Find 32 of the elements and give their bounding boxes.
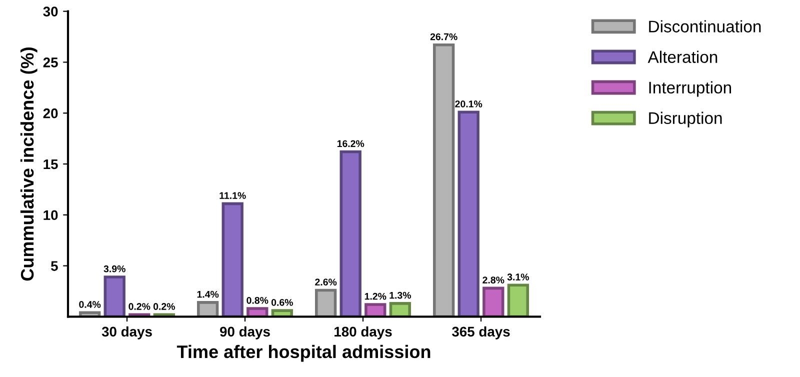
legend-label: Interruption xyxy=(649,81,731,97)
x-tick-label: 90 days xyxy=(220,326,270,340)
legend-label: Alteration xyxy=(648,50,718,63)
data-label: 0.2% xyxy=(153,303,175,310)
y-tick-label: 15 xyxy=(44,159,58,170)
data-label: 2.6% xyxy=(315,278,337,286)
legend-label: Discontinuation xyxy=(649,20,761,32)
x-axis-title: Time after hospital admission xyxy=(176,344,430,362)
y-tick-label: 30 xyxy=(43,6,58,16)
data-label: 3.1% xyxy=(507,274,529,280)
data-label: 1.2% xyxy=(364,292,386,300)
data-label: 1.3% xyxy=(390,292,411,299)
data-label: 0.2% xyxy=(128,303,150,310)
data-label: 0.6% xyxy=(271,298,293,306)
y-axis-title: Cummulative incidence (%) xyxy=(20,48,38,281)
legend-label: Disruption xyxy=(649,112,722,128)
x-tick-label: 365 days xyxy=(452,326,510,340)
x-tick-label: 30 days xyxy=(102,326,152,340)
data-label: 26.7% xyxy=(430,33,458,40)
x-tick-label: 180 days xyxy=(334,326,392,340)
data-label: 20.1% xyxy=(455,100,482,108)
data-label: 16.2% xyxy=(337,140,364,148)
y-tick-label: 25 xyxy=(43,58,58,68)
data-label: 0.8% xyxy=(246,296,268,304)
data-label: 11.1% xyxy=(220,192,246,199)
data-label: 1.4% xyxy=(197,290,219,298)
y-tick-label: 10 xyxy=(44,210,58,220)
data-label: 3.9% xyxy=(104,265,126,272)
data-label: 2.8% xyxy=(482,276,504,284)
data-label: 0.4% xyxy=(79,301,101,308)
y-tick-label: 5 xyxy=(50,261,58,271)
y-tick-label: 20 xyxy=(43,108,58,118)
